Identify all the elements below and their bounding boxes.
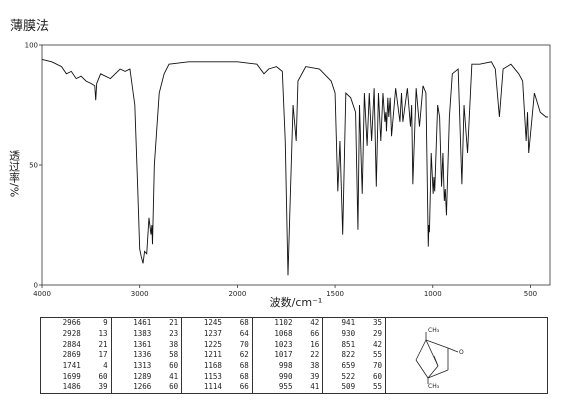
structure: CH₃ O CH₃	[385, 317, 548, 394]
transmittance-cell: 66	[239, 382, 249, 392]
transmittance-cell: 21	[98, 339, 108, 349]
transmittance-cell: 23	[169, 328, 179, 338]
structure-drawing: CH₃ O CH₃	[415, 327, 464, 390]
transmittance-cell: 41	[310, 382, 320, 392]
transmittance-cell: 4	[103, 360, 108, 370]
atom-label: CH₃	[428, 383, 440, 390]
transmittance-cell: 42	[372, 339, 382, 349]
table-row: 2928 13 1383 23 1237 64 1068 66 930 29	[41, 328, 386, 340]
transmittance-cell: 68	[239, 318, 249, 328]
transmittance-cell: 38	[310, 360, 320, 370]
transmittance-cell: 68	[239, 360, 249, 370]
wavenumber-cell: 1461	[110, 317, 155, 329]
wavenumber-cell: 1383	[110, 328, 155, 340]
transmittance-cell: 60	[169, 382, 179, 392]
x-tick-label: 500	[524, 290, 537, 298]
spectrum-line	[41, 58, 549, 276]
wavenumber-cell: 1023	[251, 339, 296, 351]
transmittance-cell: 55	[372, 350, 382, 360]
wavenumber-cell: 1168	[181, 360, 225, 372]
transmittance-cell: 68	[239, 371, 249, 381]
atom-label: O	[459, 349, 464, 356]
transmittance-cell: 38	[169, 339, 179, 349]
wavenumber-cell: 998	[251, 360, 296, 372]
transmittance-cell: 62	[239, 350, 249, 360]
wavenumber-cell: 990	[251, 371, 296, 383]
wavenumber-cell: 851	[322, 339, 359, 351]
wavenumber-cell: 1211	[181, 350, 225, 361]
transmittance-cell: 55	[372, 382, 382, 392]
table-row: 1486 39 1266 60 1114 66 955 41 509 55	[41, 382, 386, 394]
wavenumber-cell: 1336	[110, 350, 155, 361]
y-tick-label: 50	[29, 162, 38, 170]
wavenumber-cell: 1313	[110, 360, 155, 372]
transmittance-cell: 42	[310, 318, 320, 328]
y-tick-label: 0	[34, 282, 38, 290]
transmittance-cell: 39	[98, 382, 108, 392]
table-row: 2869 17 1336 58 1211 62 1017 22 822 55	[41, 350, 386, 361]
transmittance-cell: 9	[103, 318, 108, 328]
transmittance-cell: 64	[239, 328, 249, 338]
wavenumber-cell: 1017	[251, 350, 296, 361]
y-axis-label: 透过率/%	[8, 150, 21, 197]
transmittance-cell: 60	[98, 371, 108, 381]
table-row: 2884 21 1361 38 1225 70 1023 16 851 42	[41, 339, 386, 351]
transmittance-cell: 22	[310, 350, 320, 360]
wavenumber-cell: 2884	[62, 339, 81, 349]
wavenumber-cell: 822	[322, 350, 359, 361]
wavenumber-cell: 2966	[62, 318, 81, 328]
wavenumber-cell: 955	[251, 382, 296, 394]
transmittance-cell: 66	[310, 328, 320, 338]
wavenumber-cell: 1699	[62, 371, 81, 381]
wavenumber-cell: 1486	[62, 382, 81, 392]
table-row: 1699 60 1289 41 1153 68 990 39 522 60	[41, 371, 386, 383]
transmittance-cell: 35	[372, 318, 382, 328]
wavenumber-cell: 659	[322, 360, 359, 372]
wavenumber-cell: 2928	[62, 328, 81, 338]
table-row: 1741 4 1313 60 1168 68 998 38 659 70	[41, 360, 386, 372]
transmittance-cell: 41	[169, 371, 179, 381]
chart-title: 薄膜法	[10, 19, 49, 34]
chart: 薄膜法 波数/cm⁻¹ 透过率/% 0 50 100 4000 3000 2000 1500…	[8, 19, 551, 309]
wavenumber-cell: 1361	[110, 339, 155, 351]
transmittance-cell: 29	[372, 328, 382, 338]
wavenumber-cell: 2869	[62, 350, 81, 360]
transmittance-cell: 17	[98, 350, 108, 360]
table-row: 2966 9 1461 21 1245 68 1102 42 941 35	[41, 317, 386, 329]
y-tick-label: 100	[25, 42, 38, 50]
wavenumber-cell: 1225	[181, 339, 225, 351]
transmittance-cell: 21	[169, 318, 179, 328]
x-tick-label: 1500	[326, 290, 344, 298]
transmittance-cell: 60	[169, 360, 179, 370]
wavenumber-cell: 1289	[110, 371, 155, 383]
x-tick-label: 3000	[131, 290, 149, 298]
wavenumber-cell: 509	[322, 382, 359, 394]
x-tick-label: 1000	[424, 290, 442, 298]
x-axis-label: 波数/cm⁻¹	[270, 296, 323, 309]
wavenumber-cell: 1245	[181, 317, 225, 329]
wavenumber-cell: 522	[322, 371, 359, 383]
atom-label: CH₃	[428, 327, 440, 334]
transmittance-cell: 13	[98, 328, 108, 338]
wavenumber-cell: 1153	[181, 371, 225, 383]
wavenumber-cell: 930	[322, 328, 359, 340]
wavenumber-cell: 1741	[62, 360, 81, 370]
wavenumber-cell: 1068	[251, 328, 296, 340]
wavenumber-cell: 1114	[181, 382, 225, 394]
x-tick-label: 4000	[33, 290, 51, 298]
transmittance-cell: 39	[310, 371, 320, 381]
wavenumber-cell: 1266	[110, 382, 155, 394]
transmittance-cell: 60	[372, 371, 382, 381]
plot-frame	[41, 44, 551, 286]
peak-table: 2966 9 1461 21 1245 68 1102 42 941 35 2928 13 1383 23…	[40, 317, 386, 394]
transmittance-cell: 70	[239, 339, 249, 349]
transmittance-cell: 70	[372, 360, 382, 370]
transmittance-cell: 58	[169, 350, 179, 360]
x-tick-label: 2000	[228, 290, 246, 298]
wavenumber-cell: 1102	[251, 317, 296, 329]
transmittance-cell: 16	[310, 339, 320, 349]
wavenumber-cell: 1237	[181, 328, 225, 340]
wavenumber-cell: 941	[322, 317, 359, 329]
